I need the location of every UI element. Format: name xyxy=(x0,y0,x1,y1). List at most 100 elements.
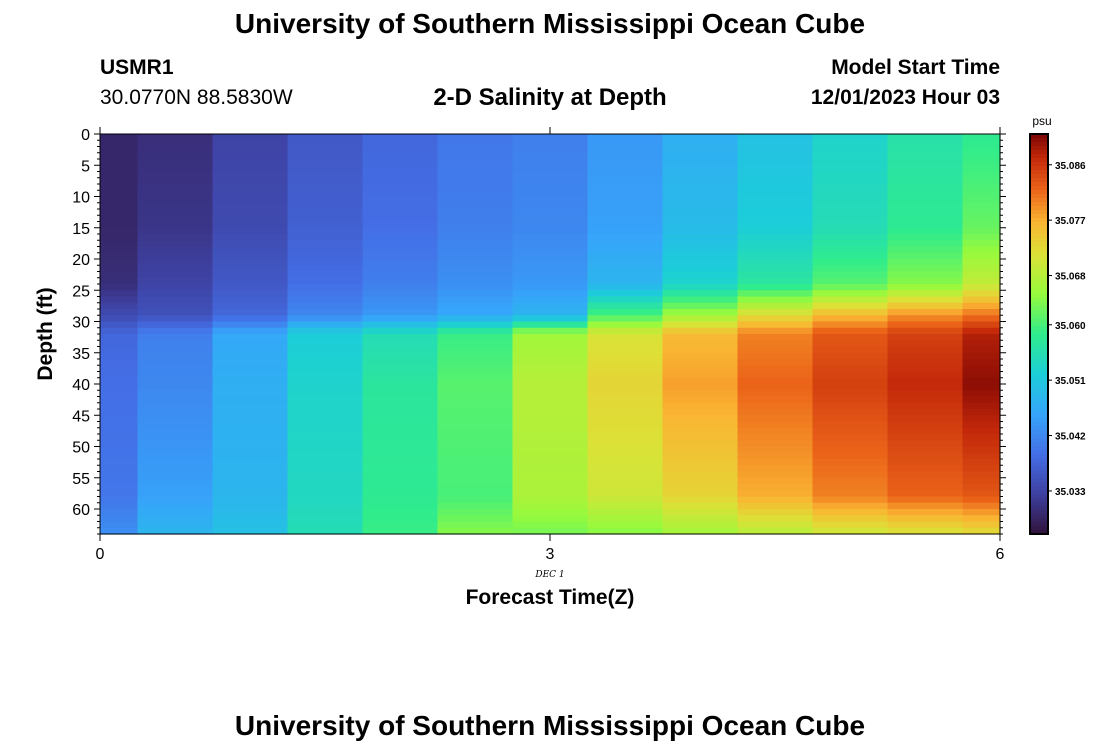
heatmap-cell xyxy=(962,265,1001,273)
heatmap-cell xyxy=(137,465,214,473)
heatmap-cell xyxy=(287,471,364,479)
heatmap-cell xyxy=(437,271,514,279)
heatmap-cell xyxy=(100,359,139,366)
colorbar-segment xyxy=(1030,310,1048,315)
heatmap-cell xyxy=(812,484,889,491)
heatmap-cell xyxy=(587,409,664,416)
colorbar-segment xyxy=(1030,138,1048,143)
colorbar-segment xyxy=(1030,510,1048,515)
heatmap-cell xyxy=(587,277,664,285)
heatmap-cell xyxy=(287,327,364,335)
heatmap-cell xyxy=(212,365,289,373)
colorbar-segment xyxy=(1030,418,1048,423)
heatmap-cell xyxy=(737,259,814,266)
heatmap-cell xyxy=(812,140,889,148)
heatmap-cell xyxy=(437,440,514,448)
heatmap-cell xyxy=(137,521,214,529)
heatmap-cell xyxy=(437,452,514,460)
heatmap-cell xyxy=(362,209,439,216)
heatmap-cell xyxy=(887,271,964,279)
colorbar-segment xyxy=(1030,274,1048,279)
heatmap-cell xyxy=(587,521,664,529)
heatmap-cell xyxy=(362,302,439,310)
heatmap-cell xyxy=(887,434,964,441)
heatmap-cell xyxy=(100,409,139,416)
heatmap-cell xyxy=(887,296,964,304)
heatmap-cell xyxy=(962,459,1001,466)
heatmap-cell xyxy=(100,296,139,304)
colorbar-segment xyxy=(1030,258,1048,263)
heatmap-cell xyxy=(512,302,589,310)
heatmap-cell xyxy=(437,402,514,410)
heatmap-cell xyxy=(137,315,214,323)
heatmap-cell xyxy=(887,502,964,510)
heatmap-cell xyxy=(362,152,439,160)
heatmap-cell xyxy=(887,496,964,504)
heatmap-cell xyxy=(737,390,814,398)
heatmap-cell xyxy=(100,340,139,348)
heatmap-cell xyxy=(887,315,964,323)
heatmap-cell xyxy=(137,365,214,373)
heatmap-cell xyxy=(212,171,289,179)
heatmap-cell xyxy=(287,309,364,316)
heatmap-cell xyxy=(437,184,514,191)
heatmap-cell xyxy=(437,265,514,273)
heatmap-cell xyxy=(812,515,889,523)
heatmap-cell xyxy=(962,171,1001,179)
heatmap-cell xyxy=(737,452,814,460)
heatmap-cell xyxy=(587,440,664,448)
heatmap-cell xyxy=(812,409,889,416)
heatmap-cell xyxy=(812,240,889,248)
heatmap-cell xyxy=(962,421,1001,429)
heatmap-cell xyxy=(100,265,139,273)
heatmap-cell xyxy=(887,252,964,260)
heatmap-cell xyxy=(287,265,364,273)
heatmap-cell xyxy=(512,265,589,273)
heatmap-cell xyxy=(512,315,589,323)
heatmap-cell xyxy=(512,415,589,423)
heatmap-cell xyxy=(662,465,739,473)
heatmap-cell xyxy=(737,371,814,379)
heatmap-cell xyxy=(287,234,364,241)
heatmap-cell xyxy=(812,321,889,329)
heatmap-cell xyxy=(100,184,139,191)
heatmap-cell xyxy=(512,427,589,435)
heatmap-cell xyxy=(137,502,214,510)
heatmap-cell xyxy=(962,334,1001,341)
heatmap-cell xyxy=(962,384,1001,391)
heatmap-cell xyxy=(100,377,139,385)
heatmap-cell xyxy=(212,496,289,504)
heatmap-cell xyxy=(662,490,739,498)
heatmap-cell xyxy=(100,209,139,216)
colorbar-segment xyxy=(1030,166,1048,171)
colorbar-frame xyxy=(1029,133,1049,535)
heatmap-cell xyxy=(887,509,964,516)
heatmap-cell xyxy=(962,409,1001,416)
heatmap-cell xyxy=(887,227,964,235)
heatmap-cell xyxy=(287,402,364,410)
heatmap-cell xyxy=(887,265,964,273)
heatmap-cell xyxy=(812,134,889,141)
heatmap-cell xyxy=(962,527,1001,535)
heatmap-cell xyxy=(512,134,589,141)
heatmap-cell xyxy=(812,477,889,485)
heatmap-cell xyxy=(587,509,664,516)
heatmap-cell xyxy=(212,290,289,298)
heatmap-cell xyxy=(287,352,364,360)
heatmap-cell xyxy=(437,140,514,148)
heatmap-cell xyxy=(287,209,364,216)
heatmap-cell xyxy=(662,252,739,260)
heatmap-cell xyxy=(587,234,664,241)
heatmap-cell xyxy=(662,209,739,216)
heatmap-cell xyxy=(662,527,739,535)
heatmap-cell xyxy=(287,240,364,248)
heatmap-cell xyxy=(137,509,214,516)
heatmap-cell xyxy=(100,202,139,210)
colorbar-segment xyxy=(1030,290,1048,295)
heatmap-cell xyxy=(962,315,1001,323)
heatmap-cell xyxy=(587,240,664,248)
heatmap-cell xyxy=(137,134,214,141)
heatmap-cell xyxy=(962,215,1001,223)
heatmap-cell xyxy=(737,427,814,435)
